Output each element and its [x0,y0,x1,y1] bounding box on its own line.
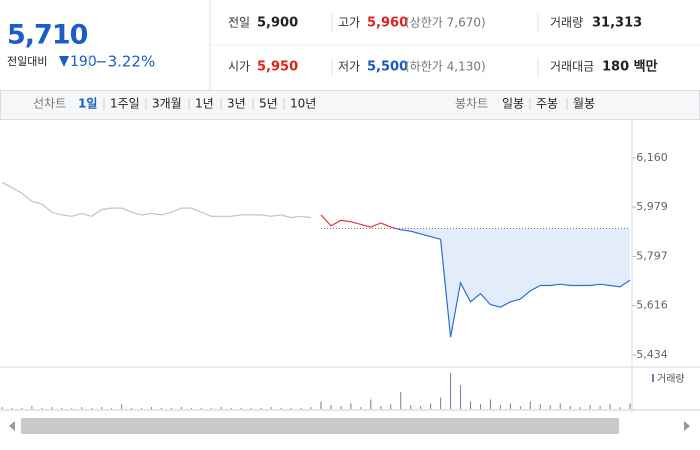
scroll-right[interactable] [684,421,690,431]
tab[interactable]: 5년 [259,97,278,111]
price-line [1,181,312,219]
tab-bar [0,90,700,120]
y-tick-label: 5,979 [636,200,668,213]
info-value: 5,950 [257,60,298,75]
tab[interactable]: 월봉 [573,97,595,111]
tab-group-label: 선차트 [33,97,66,111]
price-line [320,214,631,338]
y-tick-label: 5,616 [636,299,668,312]
info-label: 저가 [338,60,360,74]
below-baseline-area [320,228,630,338]
tab[interactable]: 1주일 [110,97,140,111]
info-note: (하한가 4,130) [405,60,486,74]
info-value: 31,313 [592,16,642,31]
change-label: 전일대비 [7,54,47,68]
info-label: 고가 [338,16,360,30]
y-tick-label: 6,160 [636,151,668,164]
legend-label: 거래량 [657,373,685,385]
scroll-thumb[interactable] [21,418,619,434]
tab-group-label: 봉차트 [455,97,488,111]
change: 190 [70,54,97,70]
tab[interactable]: 3년 [227,97,246,111]
info-note: (상한가 7,670) [405,16,486,30]
info-value: 5,900 [257,16,298,31]
tab[interactable]: 일봉 [502,97,524,111]
tab[interactable]: 1일 [78,97,97,111]
scroll-left[interactable] [9,421,15,431]
legend-swatch [652,374,654,382]
down-arrow [59,56,69,67]
tab[interactable]: 10년 [290,97,316,111]
tab[interactable]: 1년 [195,97,214,111]
y-tick-label: 5,434 [636,348,668,361]
tab[interactable]: 주봉 [536,97,558,111]
y-tick-label: 5,797 [636,249,668,262]
info-label: 시가 [228,60,250,74]
tab[interactable]: 3개월 [152,97,182,111]
info-label: 거래량 [550,16,583,30]
info-value: 180 백만 [602,59,658,75]
info-value: 5,960 [367,16,408,31]
info-value: 5,500 [367,60,408,75]
price: 5,710 [7,20,88,51]
change-rate: −3.22% [95,53,155,71]
info-label: 거래대금 [550,60,594,74]
info-label: 전일 [228,16,250,30]
